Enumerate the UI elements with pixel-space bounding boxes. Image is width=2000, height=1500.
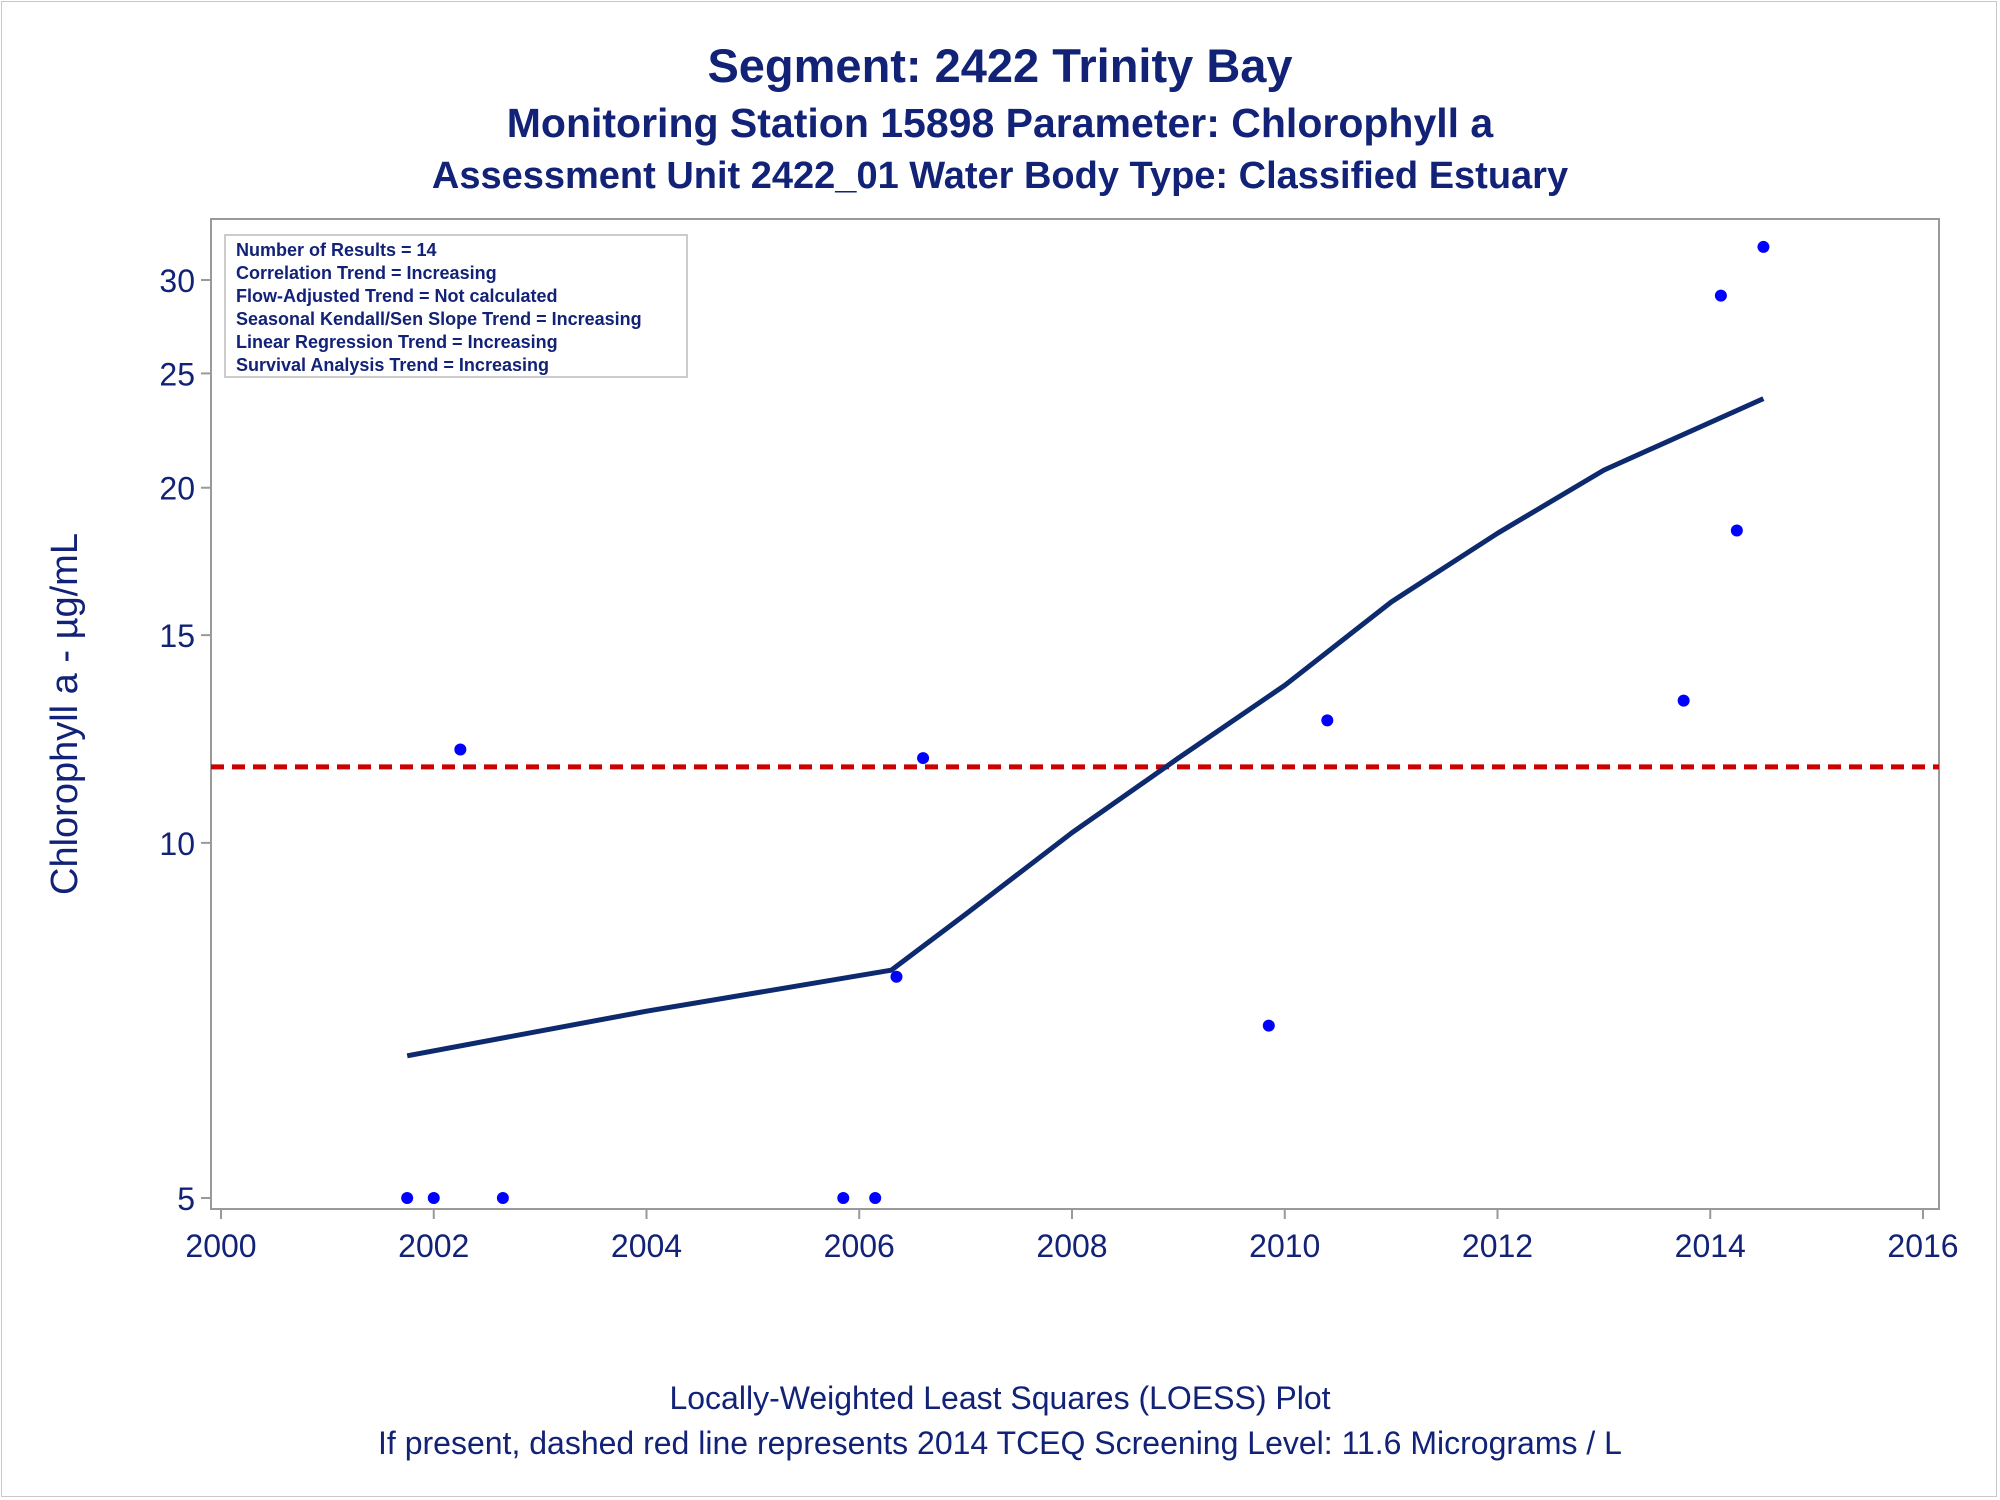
x-tick-label: 2008 — [1036, 1228, 1107, 1264]
stats-line: Correlation Trend = Increasing — [236, 263, 497, 283]
chart-subtitle: Monitoring Station 15898 Parameter: Chlo… — [506, 100, 1494, 146]
data-points — [401, 240, 1770, 1204]
data-point — [1757, 240, 1770, 253]
data-point — [917, 752, 930, 765]
data-point — [1714, 289, 1727, 302]
stats-line: Linear Regression Trend = Increasing — [236, 332, 558, 352]
data-point — [869, 1192, 882, 1204]
y-tick-label: 25 — [159, 356, 195, 392]
data-point — [401, 1192, 414, 1204]
loess-line — [406, 396, 1765, 1059]
data-point — [496, 1192, 509, 1204]
x-tick-label: 2016 — [1887, 1228, 1958, 1264]
data-point — [1677, 694, 1690, 707]
data-point — [890, 970, 903, 983]
chart-title: Segment: 2422 Trinity Bay — [707, 39, 1293, 92]
stats-line: Number of Results = 14 — [236, 240, 437, 260]
x-tick-label: 2000 — [185, 1228, 256, 1264]
x-tick-label: 2004 — [611, 1228, 682, 1264]
stats-line: Survival Analysis Trend = Increasing — [236, 355, 549, 375]
stats-box: Number of Results = 14 Correlation Trend… — [224, 234, 688, 378]
y-tick-label: 30 — [159, 263, 195, 299]
plot-area — [210, 218, 1940, 1210]
loess-curve — [406, 396, 1765, 1059]
data-point — [1730, 524, 1743, 537]
data-point — [454, 743, 467, 756]
x-tick-label: 2006 — [824, 1228, 895, 1264]
x-tick-label: 2010 — [1249, 1228, 1320, 1264]
x-tick-label: 2014 — [1675, 1228, 1746, 1264]
y-axis-label: Chlorophyll a - µg/mL — [44, 533, 86, 895]
data-point — [1262, 1019, 1275, 1032]
x-tick-label: 2002 — [398, 1228, 469, 1264]
y-tick-label: 5 — [177, 1181, 195, 1217]
data-point — [1321, 714, 1334, 727]
y-tick-label: 20 — [159, 471, 195, 507]
chart-subtitle-2: Assessment Unit 2422_01 Water Body Type:… — [431, 155, 1569, 197]
data-point — [427, 1192, 440, 1204]
y-axis: 5 10 15 20 25 30 — [159, 263, 211, 1217]
footnote-2: If present, dashed red line represents 2… — [378, 1425, 1622, 1461]
y-tick-label: 15 — [159, 618, 195, 654]
y-tick-label: 10 — [159, 826, 195, 862]
stats-line: Seasonal Kendall/Sen Slope Trend = Incre… — [236, 309, 642, 329]
footnote-1: Locally-Weighted Least Squares (LOESS) P… — [669, 1380, 1331, 1416]
x-tick-label: 2012 — [1462, 1228, 1533, 1264]
data-point — [837, 1192, 850, 1204]
stats-line: Flow-Adjusted Trend = Not calculated — [236, 286, 558, 306]
x-axis: 2000 2002 2004 2006 2008 2010 2012 2014 2016 — [185, 1209, 1959, 1264]
